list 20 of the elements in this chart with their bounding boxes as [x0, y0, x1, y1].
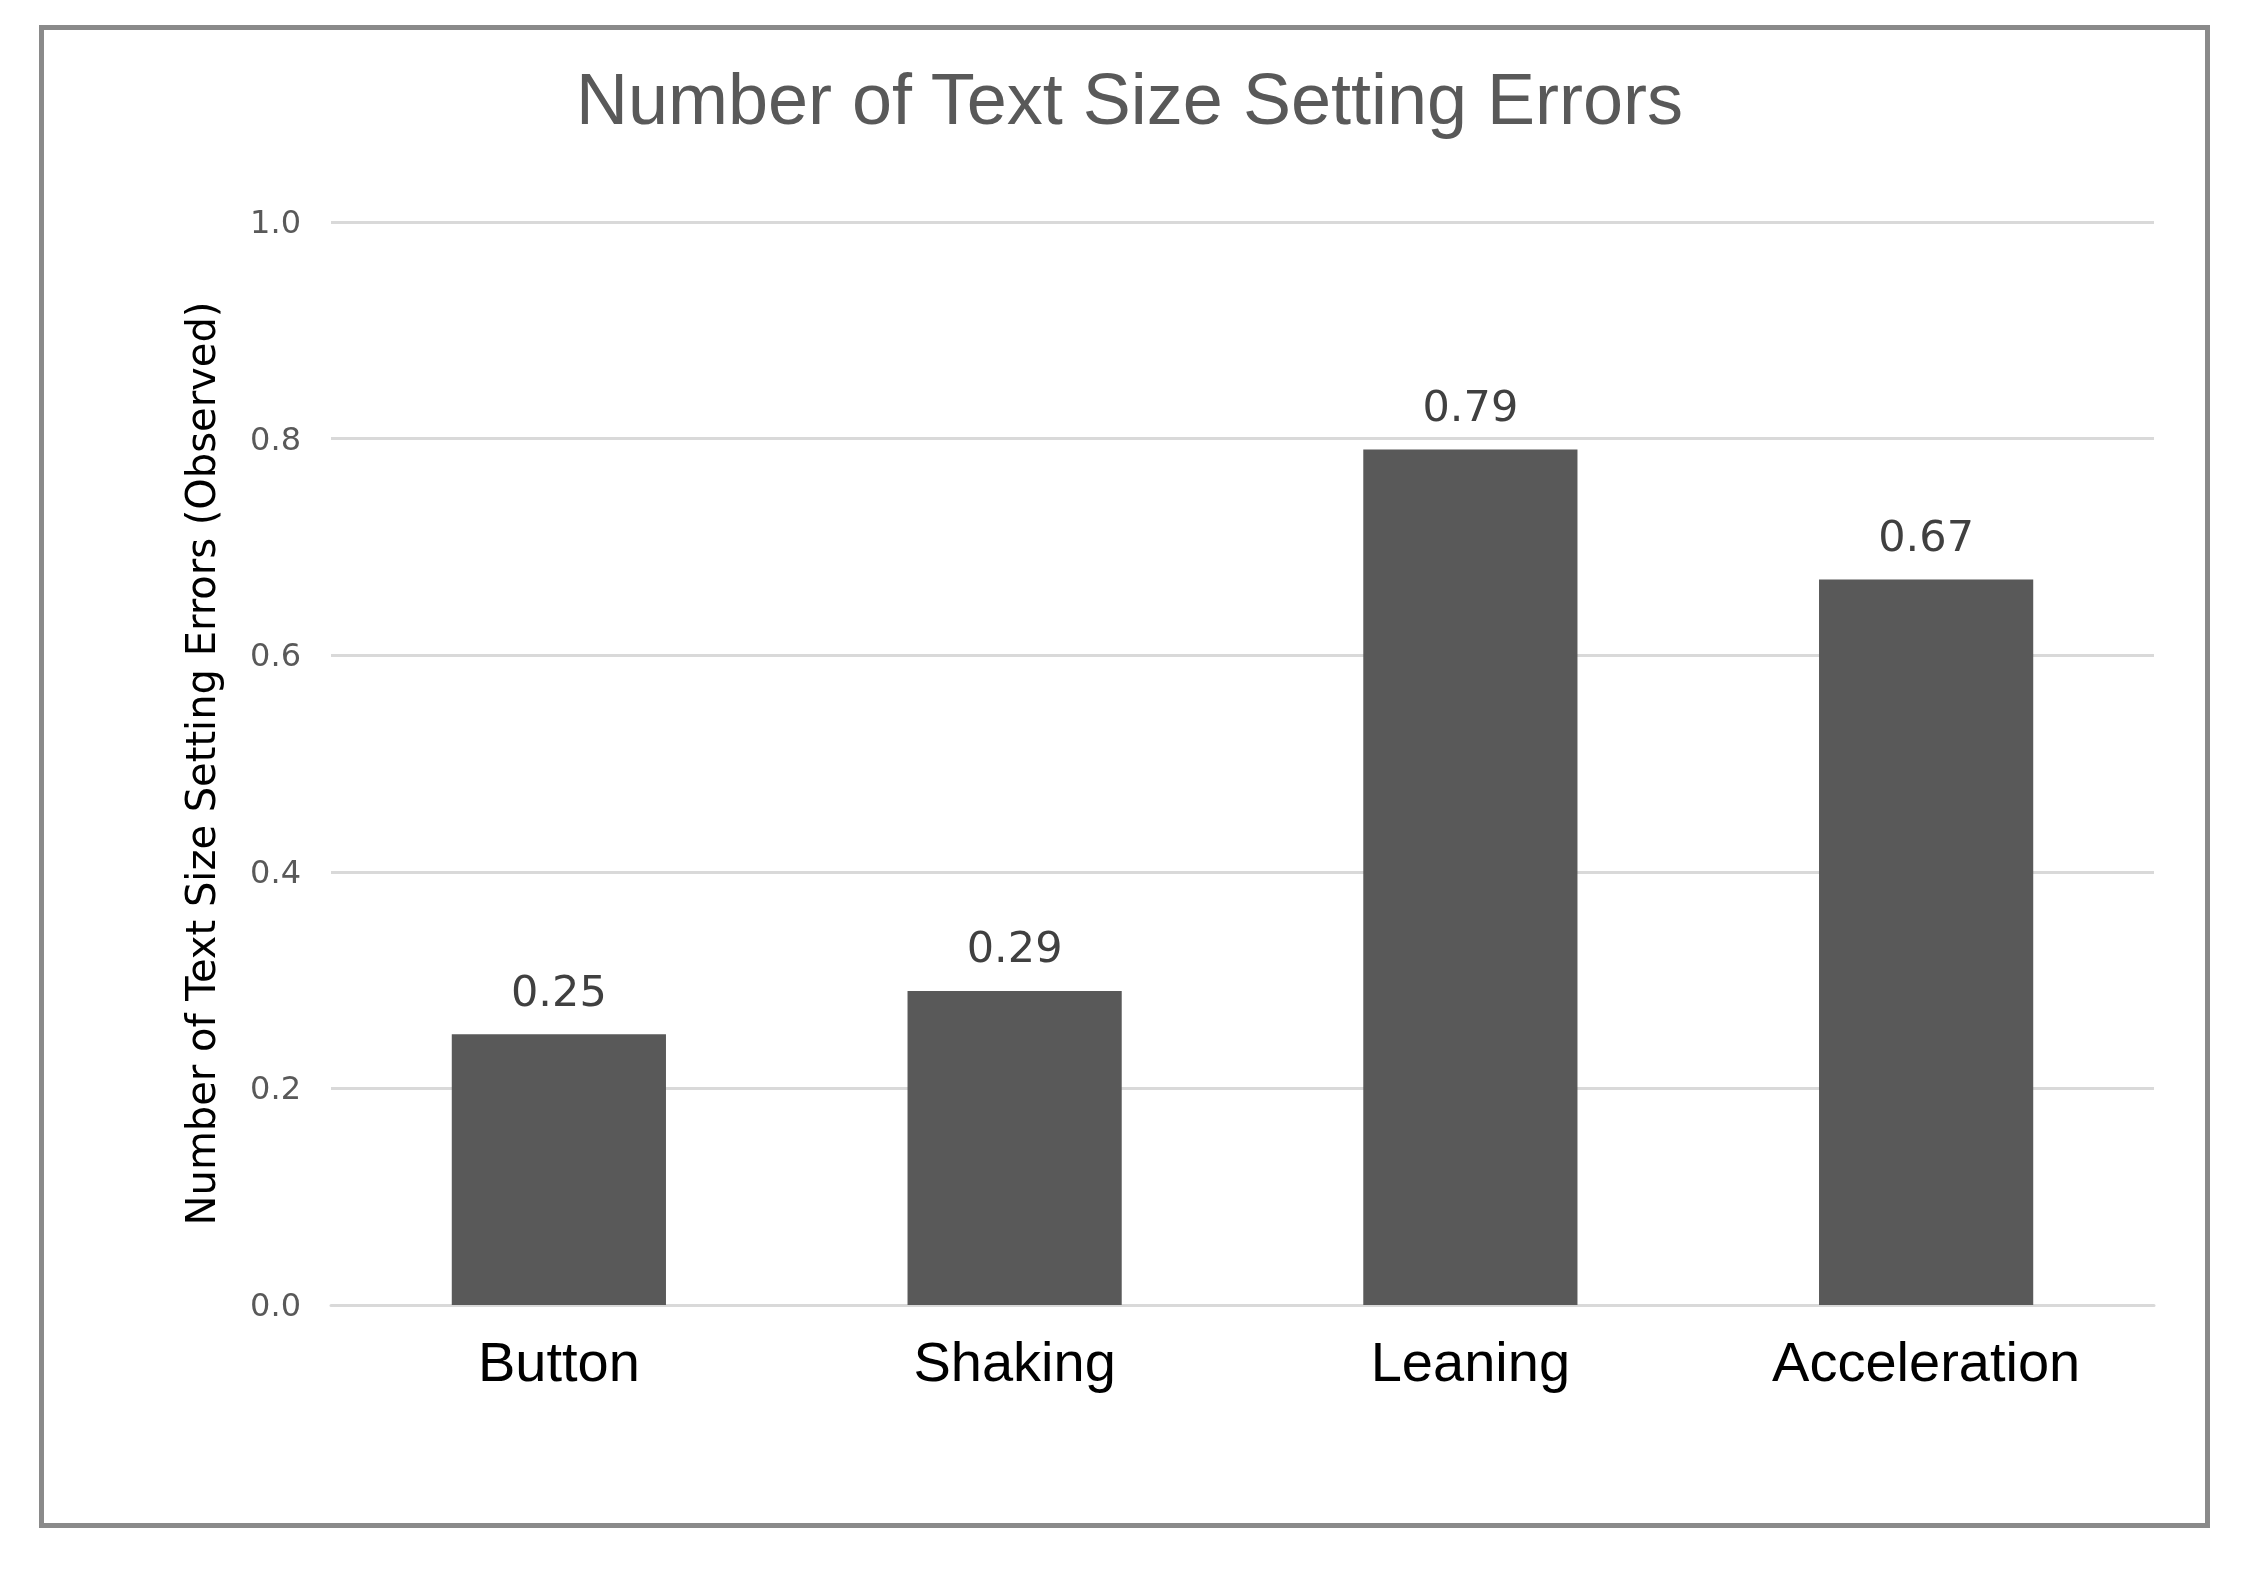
- y-tick-label: 0.8: [250, 419, 301, 458]
- data-label: 0.29: [966, 922, 1063, 973]
- y-tick-label: 1.0: [250, 203, 301, 241]
- bar: [1363, 449, 1578, 1305]
- x-tick-label: Acceleration: [1772, 1329, 2081, 1393]
- y-axis-title: Number of Text Size Setting Errors (Observed): [178, 301, 224, 1226]
- bar: [907, 990, 1122, 1305]
- bar: [451, 1034, 666, 1305]
- x-tick-label: Shaking: [913, 1329, 1116, 1393]
- bar: [1819, 579, 2034, 1305]
- chart-title: Number of Text Size Setting Errors: [575, 59, 1684, 139]
- data-label: 0.67: [1878, 510, 1974, 561]
- y-tick-label: 0.0: [250, 1286, 301, 1324]
- x-tick-label: Button: [477, 1329, 640, 1393]
- data-label: 0.79: [1422, 380, 1519, 431]
- y-tick-label: 0.4: [250, 852, 301, 891]
- x-tick-label: Leaning: [1370, 1329, 1571, 1393]
- y-tick-label: 0.6: [250, 636, 301, 675]
- y-tick-label: 0.2: [250, 1069, 301, 1108]
- data-label: 0.25: [511, 965, 607, 1016]
